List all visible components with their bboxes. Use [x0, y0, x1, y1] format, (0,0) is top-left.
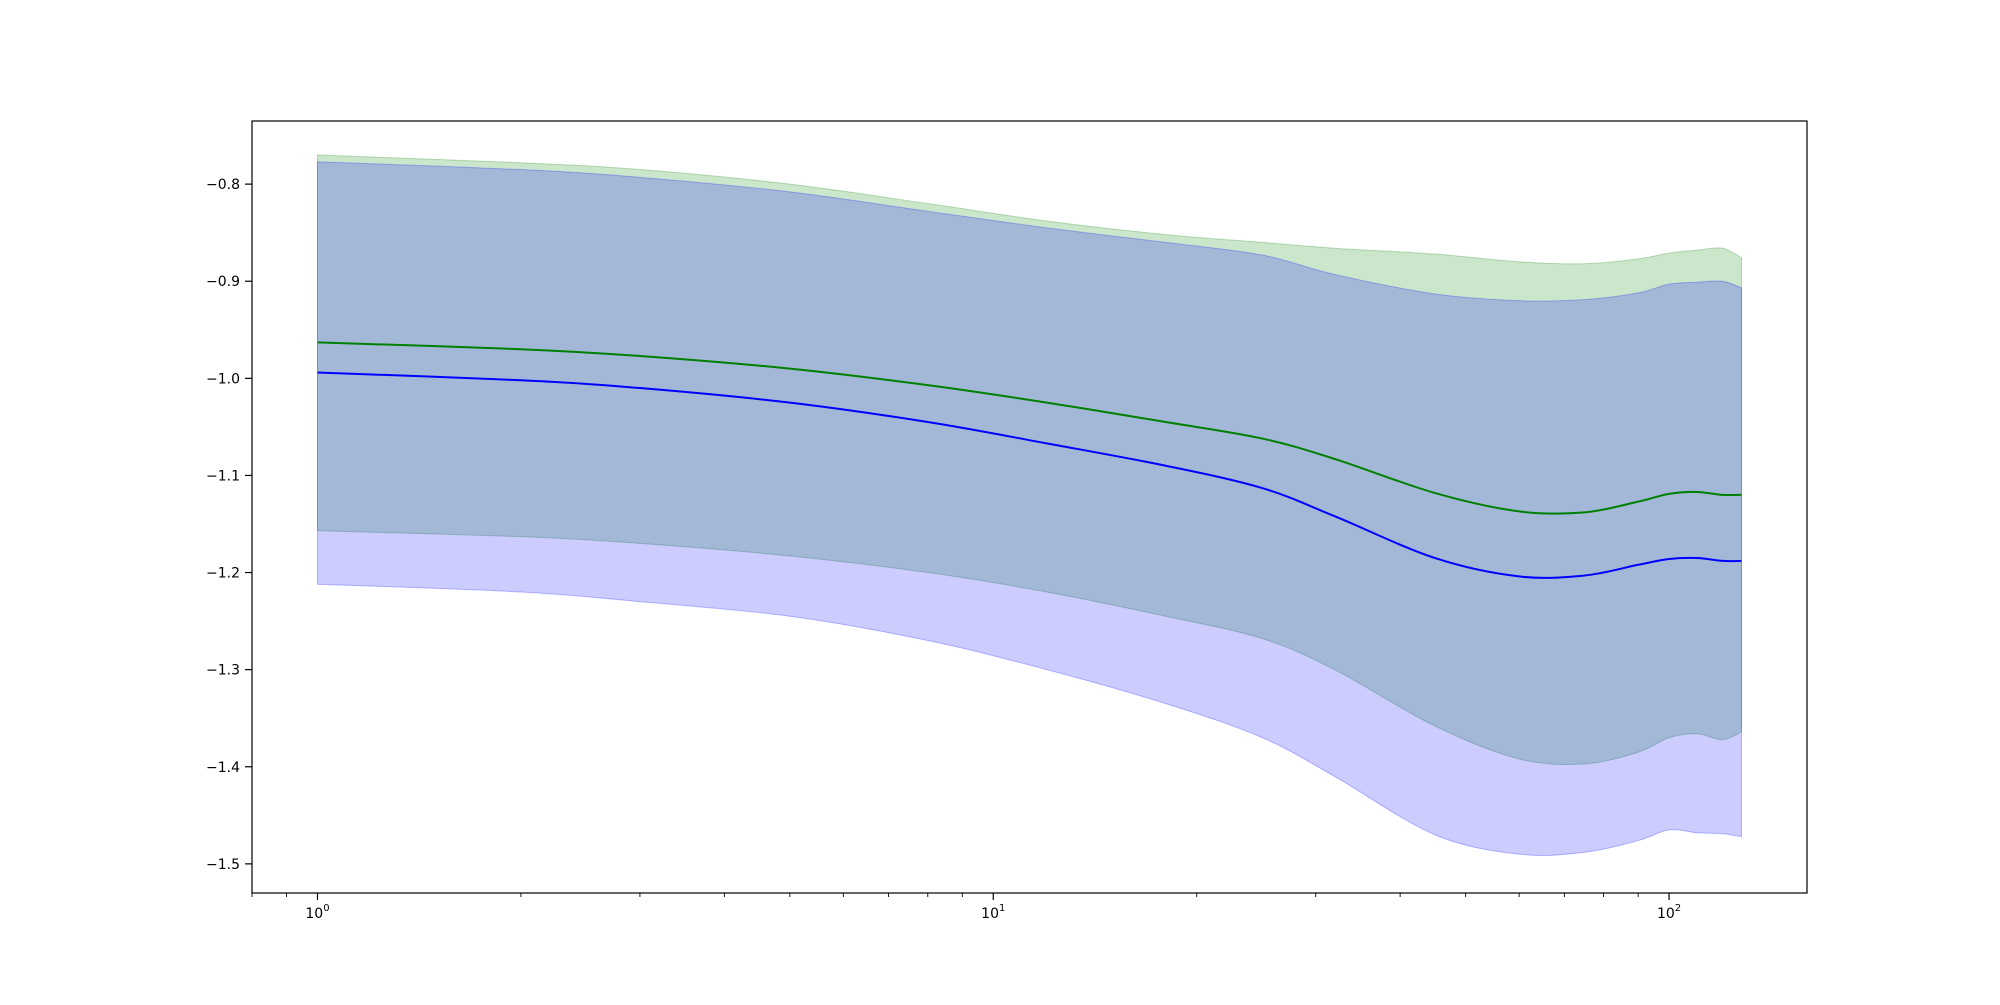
x-tick-label: 101 [981, 903, 1005, 922]
band-series-1 [316, 154, 1743, 765]
x-tick-label-exponent: 1 [999, 903, 1005, 914]
x-tick-label: 100 [305, 903, 329, 922]
y-tick-label: −1.4 [206, 760, 240, 776]
x-tick-label-base: 10 [305, 906, 323, 922]
y-tick-label: −0.9 [206, 274, 240, 290]
line-series-2 [317, 371, 1742, 579]
line-series-1 [317, 341, 1742, 515]
y-tick-label: −1.3 [206, 663, 240, 679]
y-tick-label: −0.8 [206, 177, 240, 193]
x-tick-label: 102 [1657, 903, 1681, 922]
plot-frame [251, 120, 1808, 894]
bands-layer [316, 154, 1743, 856]
y-tick-label: −1.2 [206, 566, 240, 582]
y-axis: −0.8 −0.9 −1.0 −1.1 −1.2 −1.3 −1.4 −1.5 [206, 177, 252, 873]
y-tick-label: −1.0 [206, 371, 240, 387]
y-tick-label: −1.1 [206, 468, 240, 484]
x-tick-label-base: 10 [981, 906, 999, 922]
x-tick-label-exponent: 0 [323, 903, 329, 914]
lines-layer [317, 341, 1742, 579]
x-tick-label-base: 10 [1657, 906, 1675, 922]
y-tick-label: −1.5 [206, 857, 240, 873]
x-axis: 100 101 102 [251, 893, 1681, 922]
band-series-2 [316, 161, 1743, 856]
x-tick-label-exponent: 2 [1675, 903, 1681, 914]
